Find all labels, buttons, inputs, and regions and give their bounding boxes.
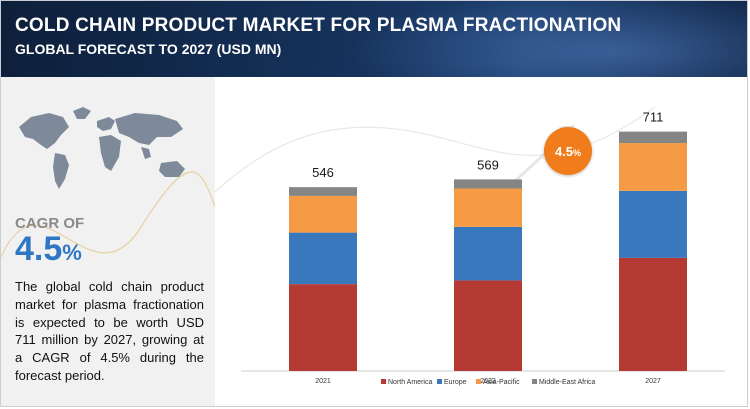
x-tick-2021: 2021	[315, 378, 331, 385]
decorative-curve	[1, 171, 215, 258]
bar-2021-asia-pacific	[289, 195, 357, 233]
x-tick-2027: 2027	[645, 378, 661, 385]
cagr-unit: %	[62, 240, 82, 265]
bar-2021-europe	[289, 232, 357, 285]
total-label-2022: 569	[477, 157, 499, 172]
x-tick-2022: 2022	[480, 378, 496, 385]
legend-swatch-middle-east-africa	[532, 379, 537, 384]
legend-swatch-asia-pacific	[476, 379, 481, 384]
bar-2021-middle-east-africa	[289, 187, 357, 196]
market-description: The global cold chain product market for…	[15, 279, 204, 383]
legend-label-north-america: North America	[388, 379, 432, 386]
total-label-2021: 546	[312, 165, 334, 180]
cagr-label: CAGR OF	[15, 215, 85, 232]
legend-label-middle-east-africa: Middle-East Africa	[539, 379, 596, 386]
bar-2022-asia-pacific	[454, 188, 522, 227]
bar-2021-north-america	[289, 284, 357, 371]
legend-label-asia-pacific: Asia-Pacific	[483, 379, 520, 386]
world-map-icon	[19, 107, 185, 189]
header-light-streak	[301, 1, 747, 77]
bar-2022-middle-east-africa	[454, 179, 522, 189]
badge-value: 4.5	[554, 143, 574, 159]
cagr-badge: 4.5%	[544, 127, 592, 175]
bar-2022-north-america	[454, 280, 522, 371]
cagr-number: 4.5	[15, 230, 63, 268]
left-summary-panel: CAGR OF 4.5% The global cold chain produ…	[1, 77, 215, 406]
bar-2027-asia-pacific	[619, 143, 687, 191]
legend-label-europe: Europe	[444, 379, 467, 386]
bar-2027-middle-east-africa	[619, 131, 687, 144]
bar-2027-europe	[619, 190, 687, 258]
page-title: COLD CHAIN PRODUCT MARKET FOR PLASMA FRA…	[15, 15, 622, 36]
cagr-value: 4.5%	[15, 230, 82, 269]
badge-unit: %	[573, 147, 582, 158]
stacked-bar-chart: 546 569 711 2021 2022 2027 North America Euro…	[215, 106, 725, 386]
total-label-2027: 711	[643, 110, 664, 125]
legend-swatch-europe	[437, 379, 442, 384]
header-banner: COLD CHAIN PRODUCT MARKET FOR PLASMA FRA…	[1, 1, 747, 77]
bar-2027-north-america	[619, 257, 687, 371]
bar-2022-europe	[454, 226, 522, 281]
legend-swatch-north-america	[381, 379, 386, 384]
page-subtitle: GLOBAL FORECAST TO 2027 (USD MN)	[15, 41, 282, 57]
